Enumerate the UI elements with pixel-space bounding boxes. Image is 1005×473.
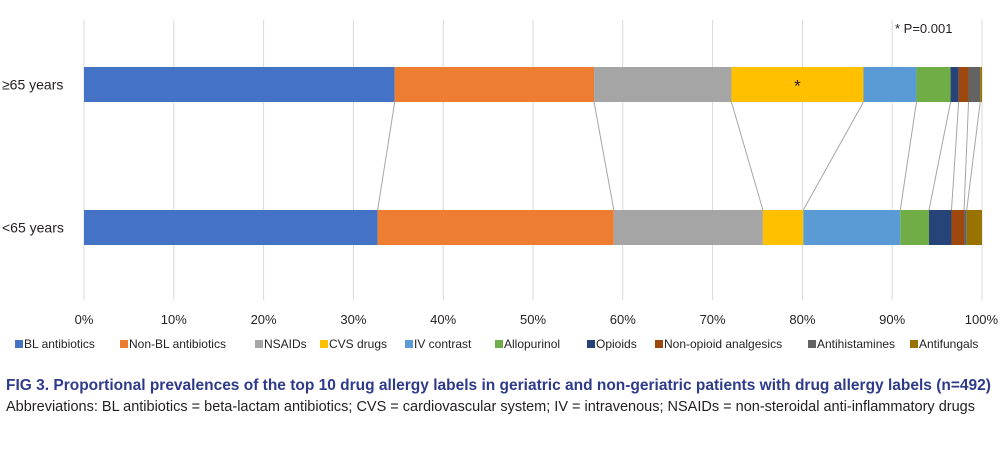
category-label: <65 years <box>2 220 64 236</box>
legend-label: Non-BL antibiotics <box>129 337 226 351</box>
legend-label: Opioids <box>596 337 637 351</box>
x-tick-label: 40% <box>430 312 456 327</box>
legend-item-bl-antibiotics: BL antibiotics <box>15 337 95 351</box>
grid-lines <box>83 20 983 300</box>
bar-segment-bl-antibiotics <box>84 210 378 245</box>
x-tick-label: 90% <box>879 312 905 327</box>
legend-label: IV contrast <box>414 337 472 351</box>
x-tick-label: 70% <box>700 312 726 327</box>
bar-segment-nsaids <box>594 67 732 102</box>
legend-item-nsaids: NSAIDs <box>255 337 307 351</box>
bar-segment-antihistamines <box>968 67 981 102</box>
legend-swatch <box>405 340 413 348</box>
legend-label: Allopurinol <box>504 337 560 351</box>
x-tick-label: 50% <box>520 312 546 327</box>
legend-item-antifungals: Antifungals <box>910 337 978 351</box>
significance-star: * <box>794 77 801 96</box>
bar-segment-antifungals <box>966 210 982 245</box>
x-tick-label: 0% <box>75 312 94 327</box>
legend-item-non-bl-antibiotics: Non-BL antibiotics <box>120 337 226 351</box>
legend-swatch <box>320 340 328 348</box>
bar-segment-allopurinol <box>916 67 951 102</box>
legend-label: CVS drugs <box>329 337 387 351</box>
legend: BL antibiotics Non-BL antibiotics NSAIDs CV… <box>15 337 978 351</box>
legend-swatch <box>495 340 503 348</box>
bar-segment-non-bl-antibiotics <box>377 210 614 245</box>
legend-item-allopurinol: Allopurinol <box>495 337 560 351</box>
x-tick-labels: 0% 10% 20% 30% 40% 50% 60% 70% 80% 90% 100% <box>75 312 999 327</box>
legend-item-antihistamines: Antihistamines <box>808 337 895 351</box>
x-tick-label: 100% <box>965 312 999 327</box>
legend-swatch <box>15 340 23 348</box>
bar-segment-cvs-drugs <box>762 210 804 245</box>
legend-label: Non-opioid analgesics <box>664 337 782 351</box>
figure-title: FIG 3. Proportional prevalences of the t… <box>6 377 991 394</box>
bar-segment-nsaids <box>613 210 763 245</box>
legend-label: Antifungals <box>919 337 978 351</box>
connector-lines <box>377 101 981 211</box>
bar-segment-iv-contrast <box>863 67 917 102</box>
connector-line <box>950 101 960 211</box>
bar-segment-antifungals <box>980 67 982 102</box>
connector-line <box>730 101 764 211</box>
legend-swatch <box>120 340 128 348</box>
connector-line <box>593 101 615 211</box>
figure-abbreviations: Abbreviations: BL antibiotics = beta-lac… <box>6 399 975 415</box>
connector-line <box>899 101 917 211</box>
x-tick-label: 60% <box>610 312 636 327</box>
x-tick-label: 20% <box>251 312 277 327</box>
bars: * <box>84 67 982 245</box>
legend-label: Antihistamines <box>817 337 895 351</box>
significance-note: * P=0.001 <box>895 21 952 36</box>
bar-segment-non-bl-antibiotics <box>394 67 595 102</box>
legend-swatch <box>255 340 263 348</box>
bar-segment-antihistamines <box>964 210 967 245</box>
x-tick-label: 30% <box>340 312 366 327</box>
connector-line <box>963 101 970 211</box>
legend-swatch <box>808 340 816 348</box>
bar-segment-iv-contrast <box>803 210 901 245</box>
legend-label: NSAIDs <box>264 337 307 351</box>
x-tick-label: 10% <box>161 312 187 327</box>
legend-label: BL antibiotics <box>24 337 95 351</box>
legend-swatch <box>587 340 595 348</box>
bar-segment-opioids <box>950 67 959 102</box>
connector-line <box>966 101 981 211</box>
x-tick-label: 80% <box>789 312 815 327</box>
connector-line <box>802 101 864 211</box>
legend-swatch <box>655 340 663 348</box>
bar-segment-non-opioid-analgesics <box>951 210 965 245</box>
legend-swatch <box>910 340 918 348</box>
connector-line <box>377 101 396 211</box>
bar-segment-allopurinol <box>900 210 930 245</box>
stacked-bar-chart: * ≥65 years <65 years 0% 10% 20% 30% 40% 50% 60… <box>2 20 999 351</box>
legend-item-non-opioid-analgesics: Non-opioid analgesics <box>655 337 782 351</box>
category-label: ≥65 years <box>2 77 63 93</box>
connector-line <box>928 101 952 211</box>
legend-item-opioids: Opioids <box>587 337 637 351</box>
bar-segment-opioids <box>929 210 952 245</box>
bar-segment-bl-antibiotics <box>84 67 395 102</box>
bar-segment-non-opioid-analgesics <box>958 67 969 102</box>
figure-caption: FIG 3. Proportional prevalences of the t… <box>6 376 996 417</box>
category-labels: ≥65 years <65 years <box>2 77 64 236</box>
legend-item-cvs-drugs: CVS drugs <box>320 337 387 351</box>
legend-item-iv-contrast: IV contrast <box>405 337 472 351</box>
bar-segment-cvs-drugs <box>731 67 864 102</box>
